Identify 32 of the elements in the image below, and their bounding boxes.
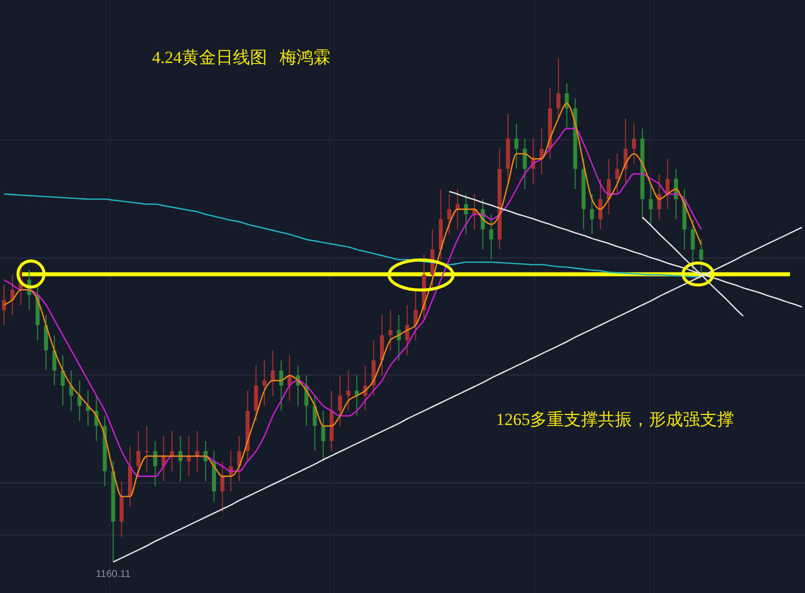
candlestick bbox=[657, 173, 662, 220]
candlestick bbox=[598, 178, 602, 230]
candlestick bbox=[338, 375, 342, 426]
candlestick bbox=[666, 158, 670, 210]
candlestick bbox=[414, 289, 418, 341]
annotation: 1265多重支撑共振，形成强支撑 bbox=[496, 410, 734, 429]
candlestick bbox=[632, 123, 636, 164]
candlestick bbox=[321, 410, 326, 462]
candlestick bbox=[144, 425, 149, 472]
candlestick bbox=[590, 194, 594, 235]
chart-title: 4.24黄金日线图 梅鸿霖 bbox=[152, 48, 330, 67]
candlestick bbox=[456, 188, 460, 230]
candlestick bbox=[220, 460, 224, 512]
candlestick bbox=[447, 194, 452, 235]
annotation: 1160.11 bbox=[96, 569, 131, 580]
candlestick bbox=[648, 184, 653, 225]
candlestick bbox=[2, 284, 6, 326]
candlestick bbox=[556, 58, 560, 119]
candlestick bbox=[489, 214, 494, 260]
candlestick bbox=[615, 153, 620, 195]
candlestick bbox=[699, 238, 704, 276]
candlestick bbox=[78, 380, 82, 422]
candlestick bbox=[690, 218, 695, 270]
candlestick bbox=[262, 360, 266, 406]
candlestick bbox=[270, 350, 275, 396]
candlestick bbox=[522, 138, 527, 190]
candlestick bbox=[52, 334, 56, 386]
candlestick bbox=[279, 360, 284, 412]
candlestick bbox=[514, 123, 518, 170]
candlestick bbox=[346, 370, 350, 412]
candlestick bbox=[136, 430, 140, 477]
candlestick bbox=[388, 310, 392, 351]
